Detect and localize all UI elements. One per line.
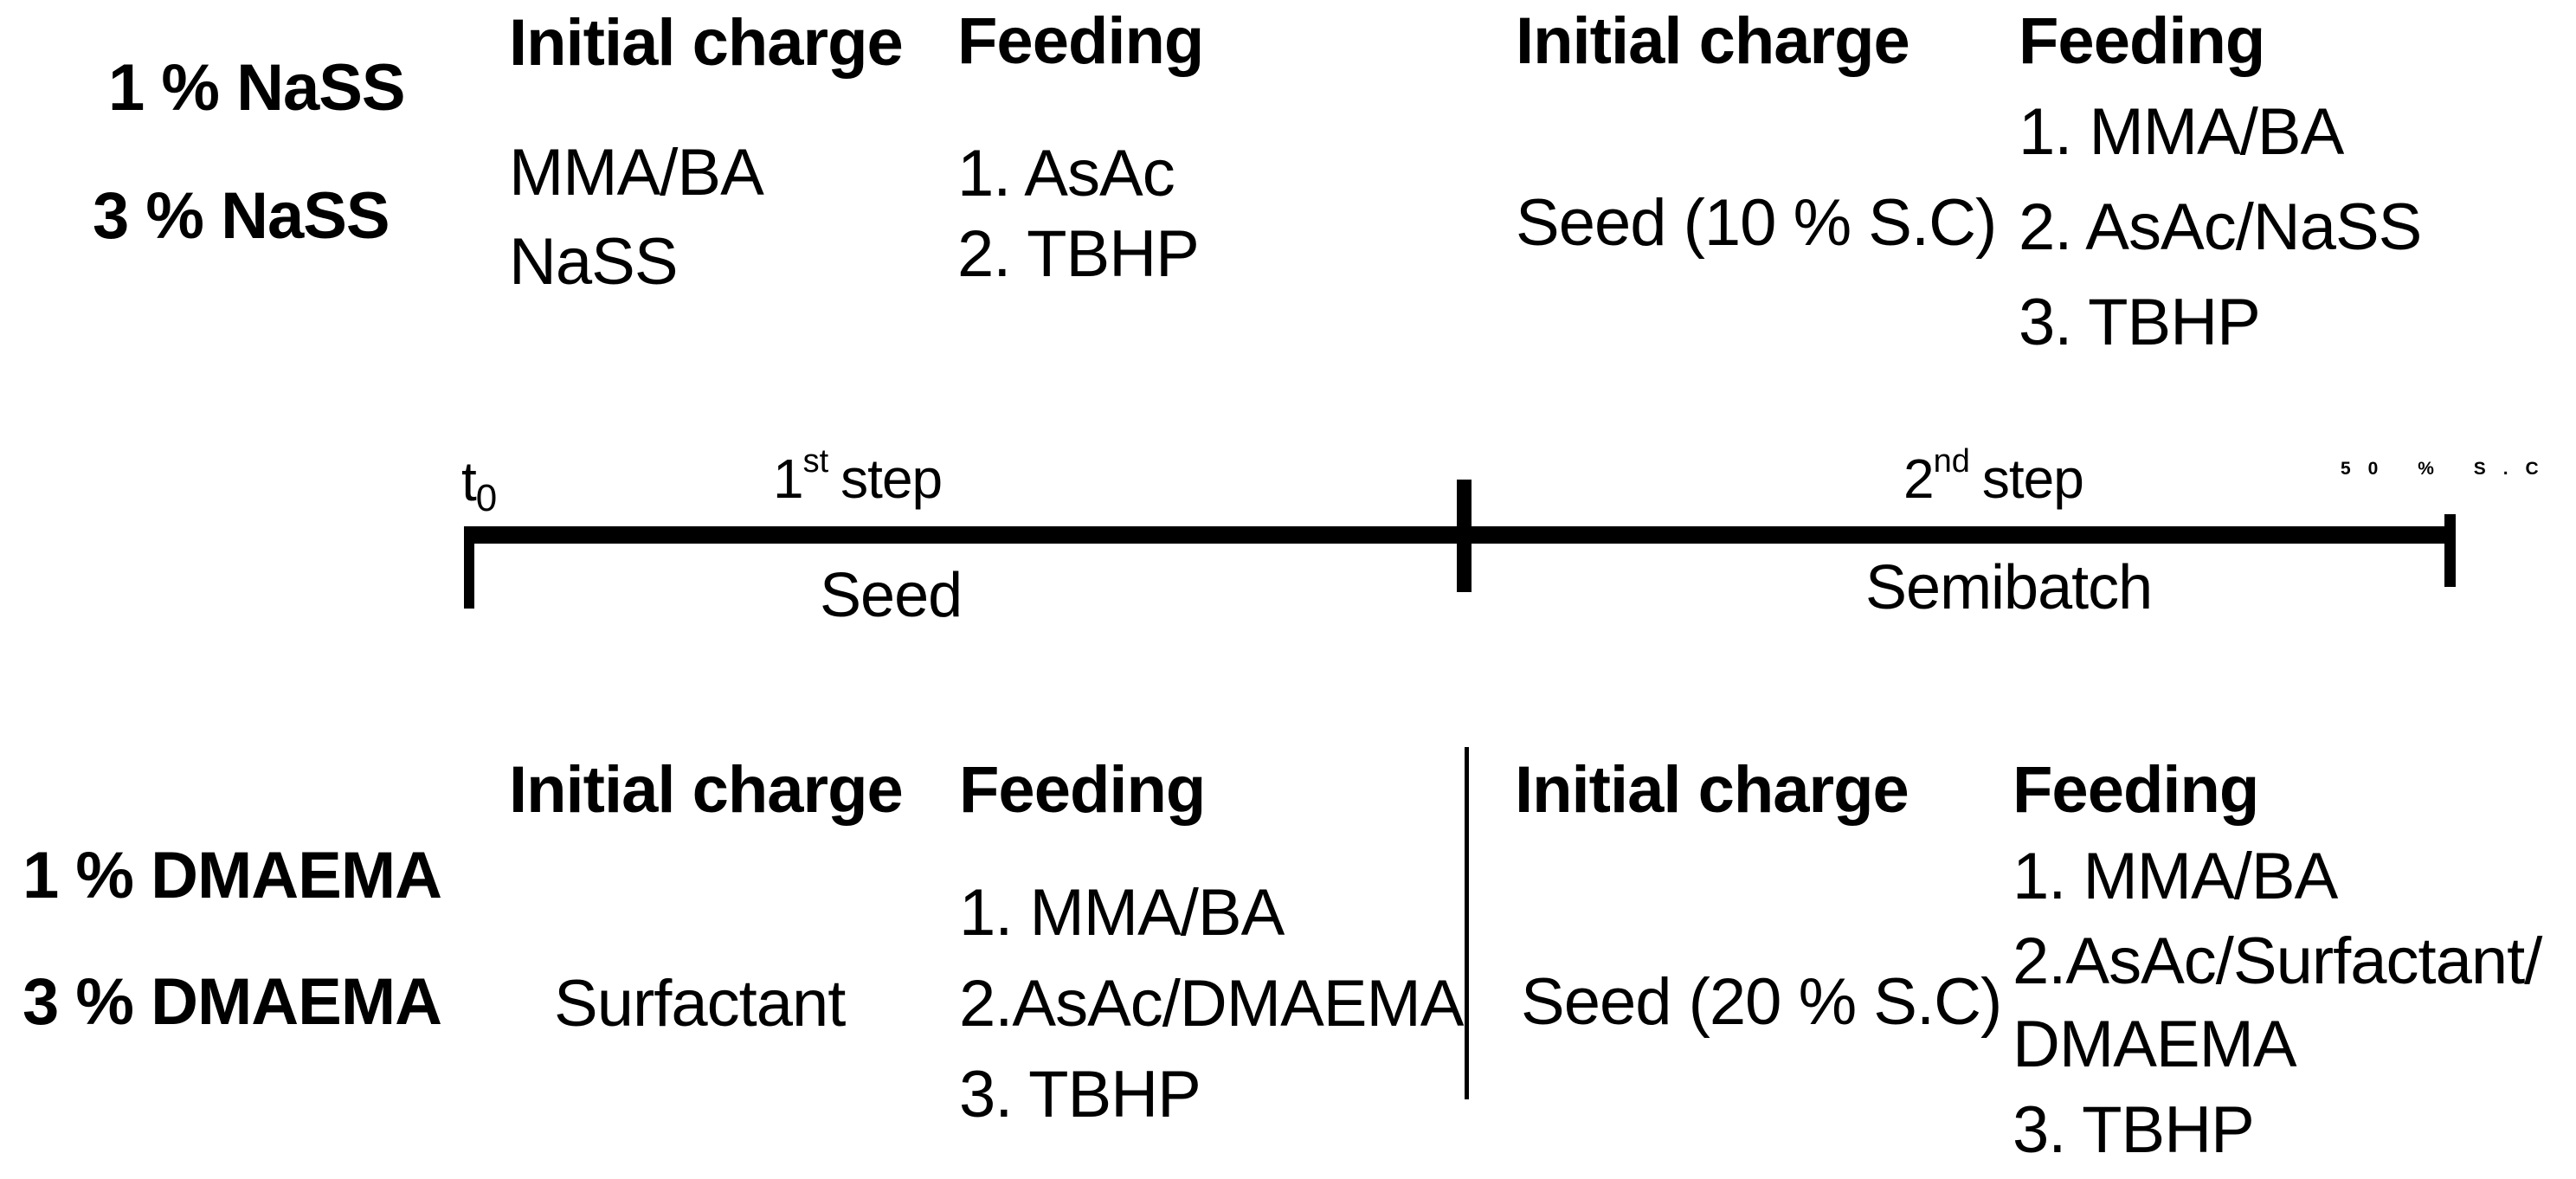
step1-ordinal-suffix: st	[802, 443, 829, 480]
step1-label: 1st step	[773, 443, 943, 506]
timeline-start-tick	[464, 526, 474, 609]
t0-label: t0	[461, 454, 497, 518]
seed-phase-label: Seed	[820, 561, 963, 630]
step2-ordinal-suffix: nd	[1933, 443, 1970, 480]
dmaema-semibatch-initial-charge-header: Initial charge	[1515, 753, 1909, 827]
variant-label-3pct-dmaema: 3 % DMAEMA	[23, 965, 442, 1039]
step2-label: 2nd step	[1903, 443, 2084, 506]
dmaema-seed-initial-charge-header: Initial charge	[509, 753, 904, 827]
ingredient-line: 1. AsAc	[957, 137, 1175, 210]
step1-word: step	[840, 448, 943, 510]
nass-seed-initial-charge-header: Initial charge	[509, 6, 904, 80]
variant-label-1pct-nass: 1 % NaSS	[108, 51, 406, 125]
final-solids-label: 50 % S.C	[2341, 459, 2556, 479]
timeline-mid-tick	[1457, 480, 1472, 592]
t0-subscript: 0	[475, 477, 498, 519]
variant-label-3pct-nass: 3 % NaSS	[93, 179, 390, 253]
nass-seed-feeding-header: Feeding	[957, 4, 1204, 78]
t0-base: t	[461, 450, 477, 512]
step2-word: step	[1981, 448, 2084, 510]
ingredient-line: 2. TBHP	[957, 217, 1200, 291]
nass-semibatch-initial-charge-header: Initial charge	[1516, 4, 1910, 78]
semibatch-phase-label: Semibatch	[1865, 553, 2153, 622]
ingredient-line: 2. AsAc/NaSS	[2019, 190, 2422, 264]
ingredient-line: 1. MMA/BA	[959, 876, 1285, 950]
dmaema-semibatch-feeding-header: Feeding	[2012, 753, 2259, 827]
ingredient-line: Seed (10 % S.C)	[1516, 186, 1997, 260]
timeline-end-tick	[2444, 514, 2456, 587]
variant-label-1pct-dmaema: 1 % DMAEMA	[23, 839, 442, 912]
ingredient-line: Surfactant	[554, 967, 846, 1040]
ingredient-line: NaSS	[509, 225, 679, 299]
ingredient-line: DMAEMA	[2012, 1008, 2297, 1081]
ingredient-line: Seed (20 % S.C)	[1521, 965, 2002, 1039]
dmaema-seed-feeding-header: Feeding	[959, 753, 1206, 827]
ingredient-line: 3. TBHP	[2012, 1093, 2255, 1167]
ingredient-line: 2.AsAc/DMAEMA	[959, 967, 1464, 1040]
stage-divider-line	[1465, 747, 1469, 1099]
step2-number: 2	[1903, 448, 1935, 510]
step1-number: 1	[773, 448, 804, 510]
ingredient-line: 1. MMA/BA	[2019, 95, 2344, 169]
ingredient-line: 2.AsAc/Surfactant/	[2012, 925, 2542, 998]
ingredient-line: 1. MMA/BA	[2012, 840, 2338, 913]
ingredient-line: 3. TBHP	[959, 1058, 1201, 1131]
ingredient-line: MMA/BA	[509, 136, 764, 209]
ingredient-line: 3. TBHP	[2019, 286, 2261, 359]
nass-semibatch-feeding-header: Feeding	[2019, 4, 2265, 78]
